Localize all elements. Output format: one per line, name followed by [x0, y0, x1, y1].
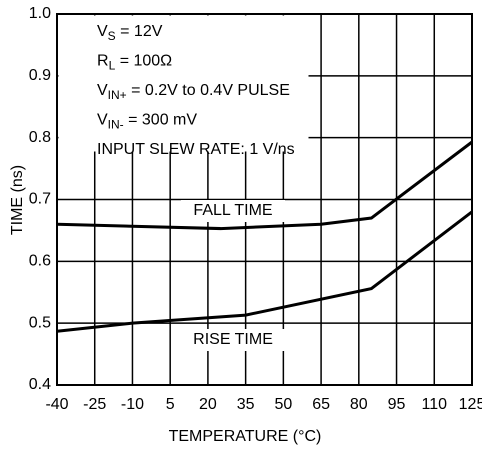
series-label-background [181, 329, 285, 351]
annotation: RL = 100Ω [97, 53, 172, 73]
x-tick-label: 50 [274, 396, 292, 413]
x-tick-label: 125 [459, 396, 482, 413]
annotation-text: = 100Ω [115, 53, 172, 70]
annotation-text: = 12V [116, 23, 163, 40]
x-tick-label: 65 [312, 396, 330, 413]
y-tick-label: 1.0 [29, 5, 51, 22]
x-tick-label: 95 [388, 396, 406, 413]
annotation-subscript: IN- [108, 118, 124, 132]
x-tick-label: 5 [166, 396, 175, 413]
annotation-subscript: IN+ [108, 88, 127, 102]
y-axis-label: TIME (ns) [9, 165, 26, 235]
x-tick-label: -25 [83, 396, 106, 413]
annotation-text: INPUT SLEW RATE: 1 V/ns [97, 141, 295, 158]
annotation-text: V [97, 82, 108, 99]
annotation: VIN+ = 0.2V to 0.4V PULSE [97, 82, 290, 102]
x-tick-label: -10 [121, 396, 144, 413]
y-tick-label: 0.8 [29, 129, 51, 146]
y-tick-label: 0.9 [29, 67, 51, 84]
x-tick-label: 20 [199, 396, 217, 413]
annotation-background [58, 15, 309, 152]
annotation: INPUT SLEW RATE: 1 V/ns [97, 141, 295, 158]
annotation: VS = 12V [97, 23, 163, 43]
annotation-subscript: L [109, 59, 116, 73]
y-tick-label: 0.5 [29, 314, 51, 331]
y-tick-label: 0.4 [29, 376, 51, 393]
series-line [56, 140, 473, 231]
annotation-text: = 300 mV [124, 112, 198, 129]
x-tick-label: -40 [45, 396, 68, 413]
annotation: VIN- = 300 mV [97, 112, 197, 132]
series-label-background [181, 200, 285, 222]
annotation-subscript: S [108, 29, 116, 43]
y-tick-label: 0.7 [29, 191, 51, 208]
annotation-text: = 0.2V to 0.4V PULSE [127, 82, 290, 99]
annotation-text: V [97, 23, 108, 40]
annotation-text: V [97, 112, 108, 129]
y-tick-label: 0.6 [29, 253, 51, 270]
series-line [56, 210, 473, 333]
annotation-text: R [97, 53, 109, 70]
series-label: RISE TIME [193, 331, 273, 348]
x-tick-label: 80 [350, 396, 368, 413]
x-tick-label: 110 [422, 396, 448, 413]
plot-frame [56, 13, 473, 386]
x-tick-label: 35 [237, 396, 255, 413]
series-label: FALL TIME [193, 202, 272, 219]
x-axis-label: TEMPERATURE (°C) [169, 428, 322, 445]
